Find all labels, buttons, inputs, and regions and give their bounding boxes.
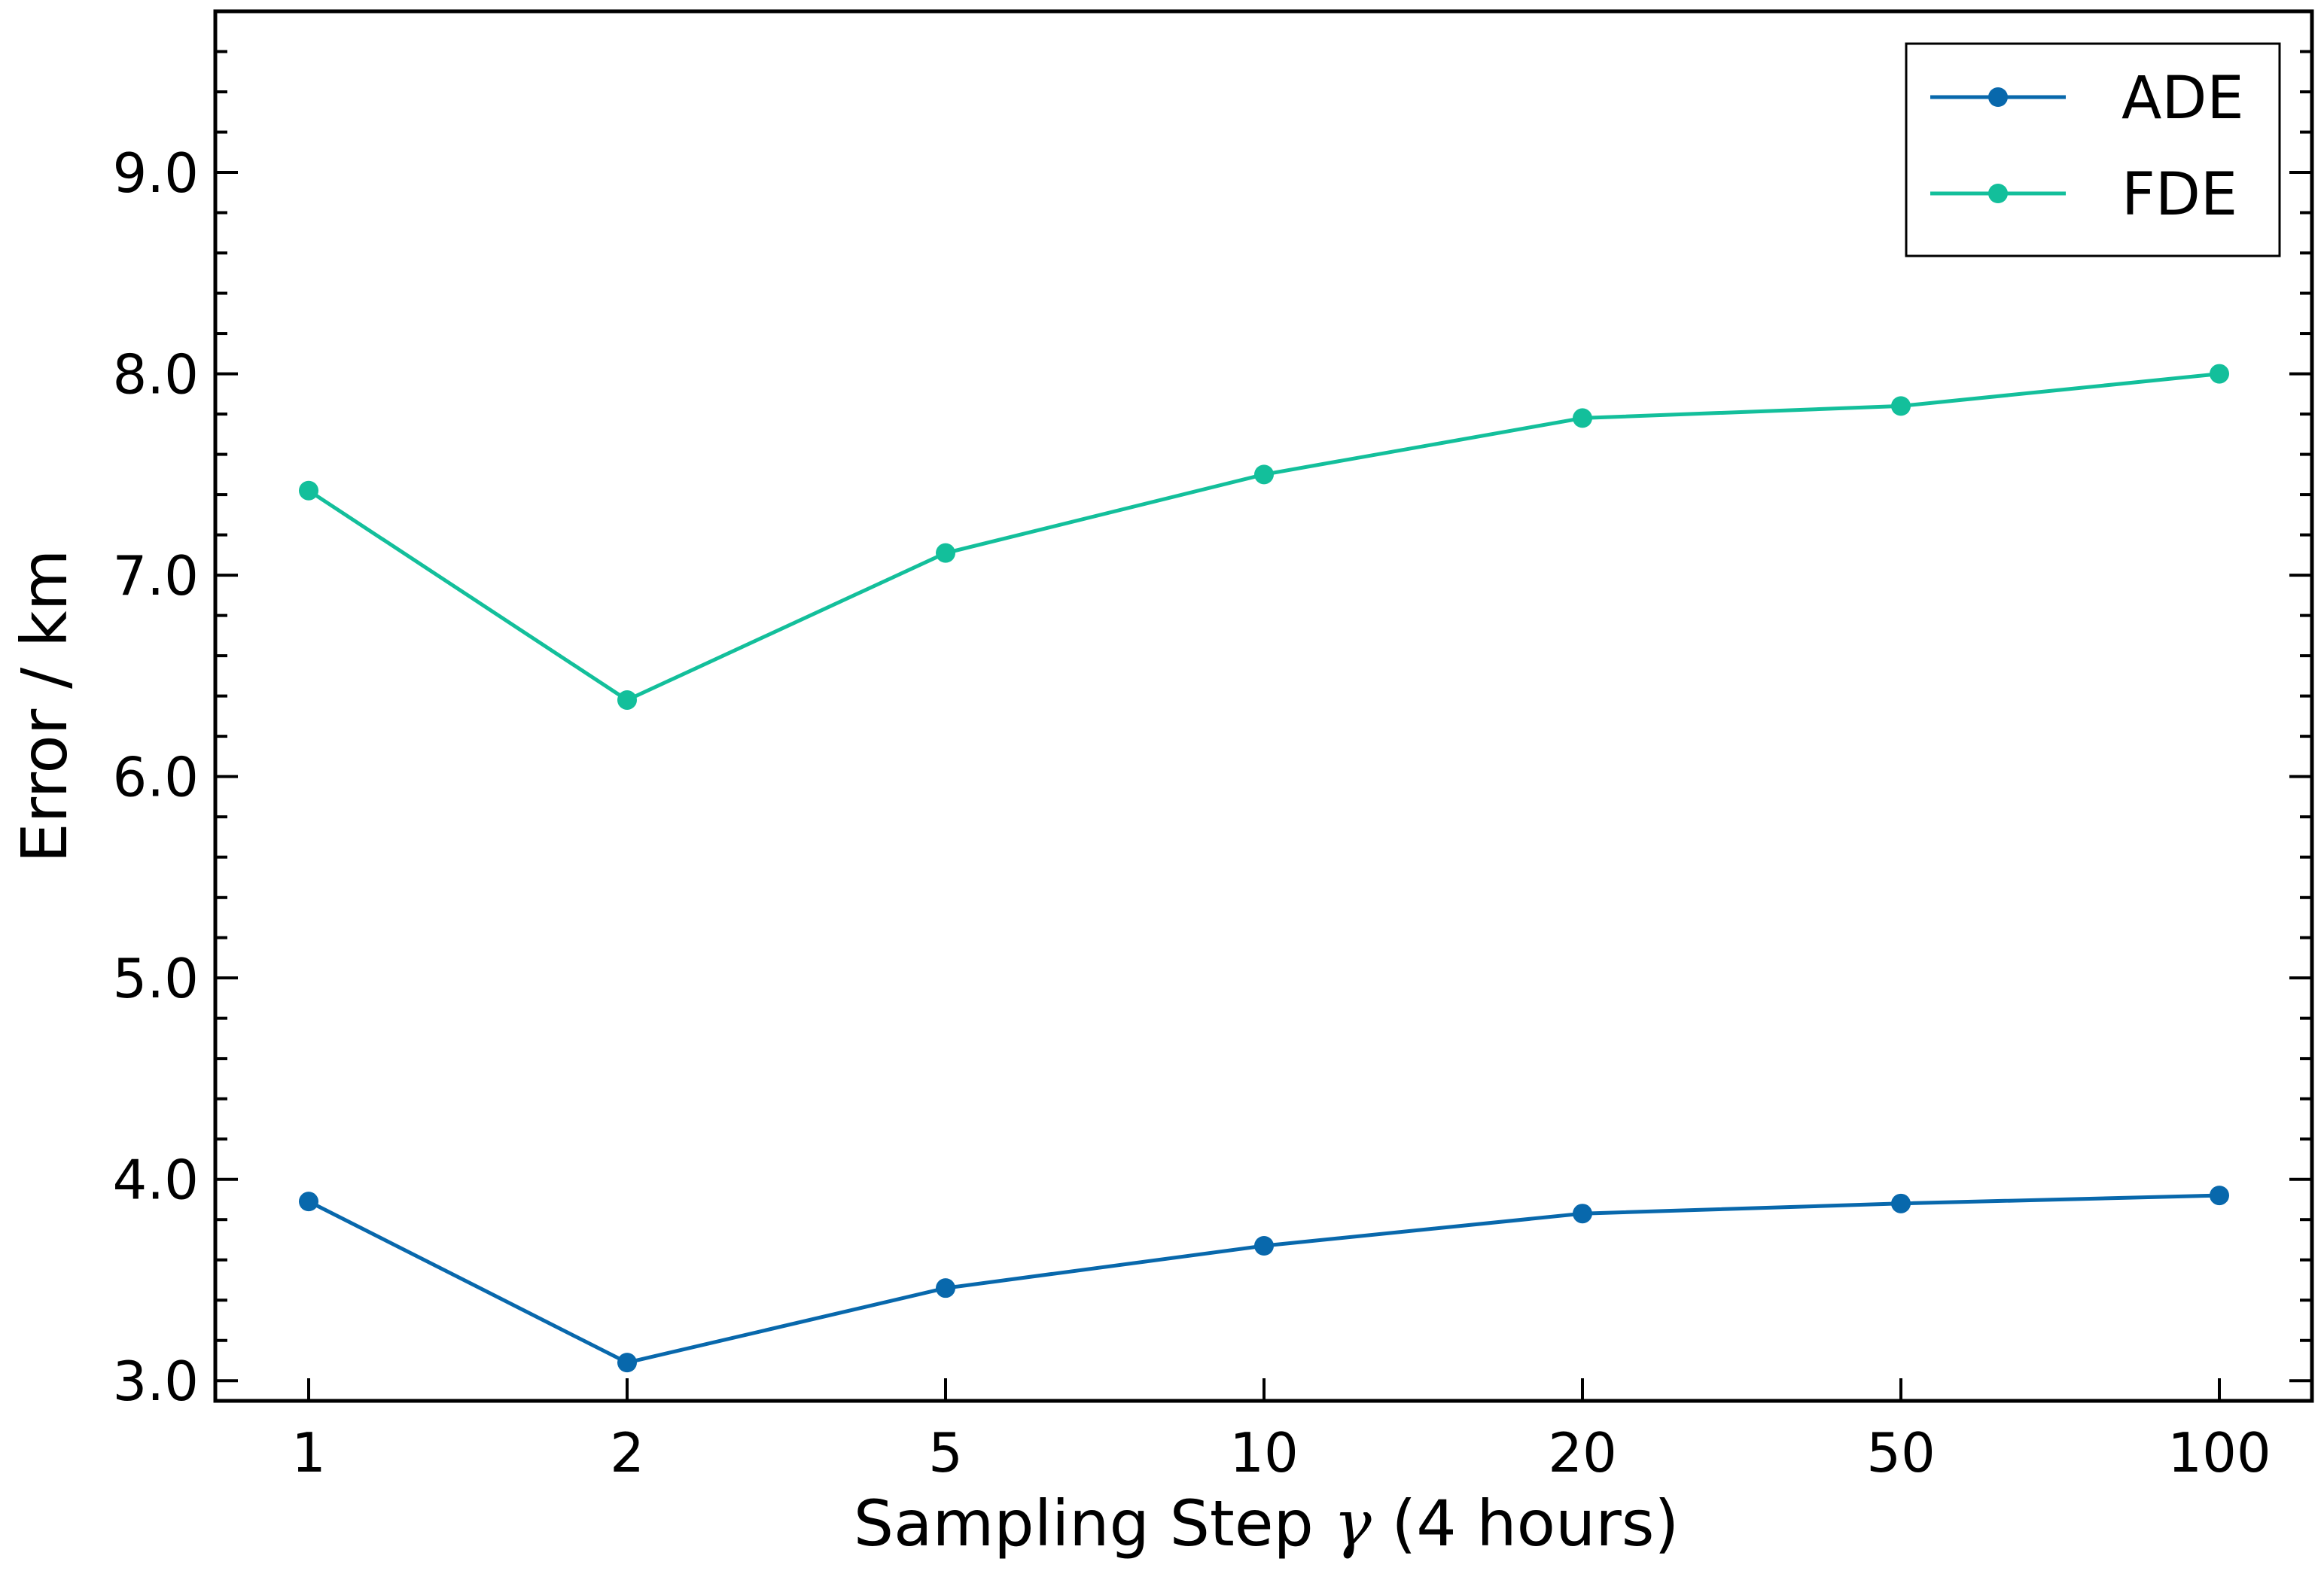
data-point-fde <box>2210 364 2229 384</box>
legend-label-ade: ADE <box>2121 65 2244 132</box>
x-tick-label: 10 <box>1229 1421 1299 1484</box>
y-tick-label: 6.0 <box>112 746 199 809</box>
data-point-fde <box>936 543 955 563</box>
data-point-fde <box>1891 396 1911 416</box>
x-tick-label: 1 <box>291 1421 326 1484</box>
data-point-ade <box>299 1192 318 1212</box>
legend: ADE FDE <box>1905 42 2281 257</box>
legend-label-fde: FDE <box>2121 161 2237 229</box>
y-tick-label: 5.0 <box>112 947 199 1010</box>
legend-box <box>1905 42 2281 257</box>
y-tick-label: 8.0 <box>112 343 199 406</box>
data-point-ade <box>1254 1235 1274 1256</box>
y-tick-label: 3.0 <box>112 1350 199 1413</box>
y-axis-label: Error / km <box>8 550 81 863</box>
data-point-ade <box>1573 1204 1592 1224</box>
series-lines <box>299 364 2229 1373</box>
data-point-fde <box>1254 464 1274 485</box>
x-axis-label-suffix: (4 hours) <box>1372 1487 1680 1560</box>
x-axis-ticks: 1 2 5 10 20 50 100 <box>291 1378 2271 1484</box>
data-point-ade <box>617 1353 637 1373</box>
plot-frame <box>213 9 2314 1403</box>
data-point-fde <box>1573 408 1592 428</box>
y-axis-ticks: 3.0 4.0 5.0 6.0 7.0 8.0 9.0 <box>112 10 2312 1413</box>
data-point-fde <box>617 690 637 710</box>
legend-marker-fde <box>1988 184 2008 203</box>
x-tick-label: 5 <box>928 1421 963 1484</box>
x-tick-label: 100 <box>2167 1421 2271 1484</box>
x-tick-label: 2 <box>610 1421 644 1484</box>
y-tick-label: 7.0 <box>112 544 199 607</box>
data-point-ade <box>936 1278 955 1298</box>
data-point-ade <box>2210 1186 2229 1206</box>
y-tick-label: 4.0 <box>112 1149 199 1212</box>
x-tick-label: 50 <box>1866 1421 1936 1484</box>
x-axis-label: Sampling Step γ (4 hours) <box>854 1487 1680 1560</box>
x-tick-label: 20 <box>1548 1421 1617 1484</box>
x-axis-label-symbol: γ <box>1334 1487 1372 1560</box>
data-point-fde <box>299 480 318 501</box>
legend-marker-ade <box>1988 87 2008 107</box>
data-point-ade <box>1891 1193 1911 1213</box>
y-tick-label: 9.0 <box>112 142 199 205</box>
x-axis-label-main: Sampling Step <box>854 1487 1334 1560</box>
